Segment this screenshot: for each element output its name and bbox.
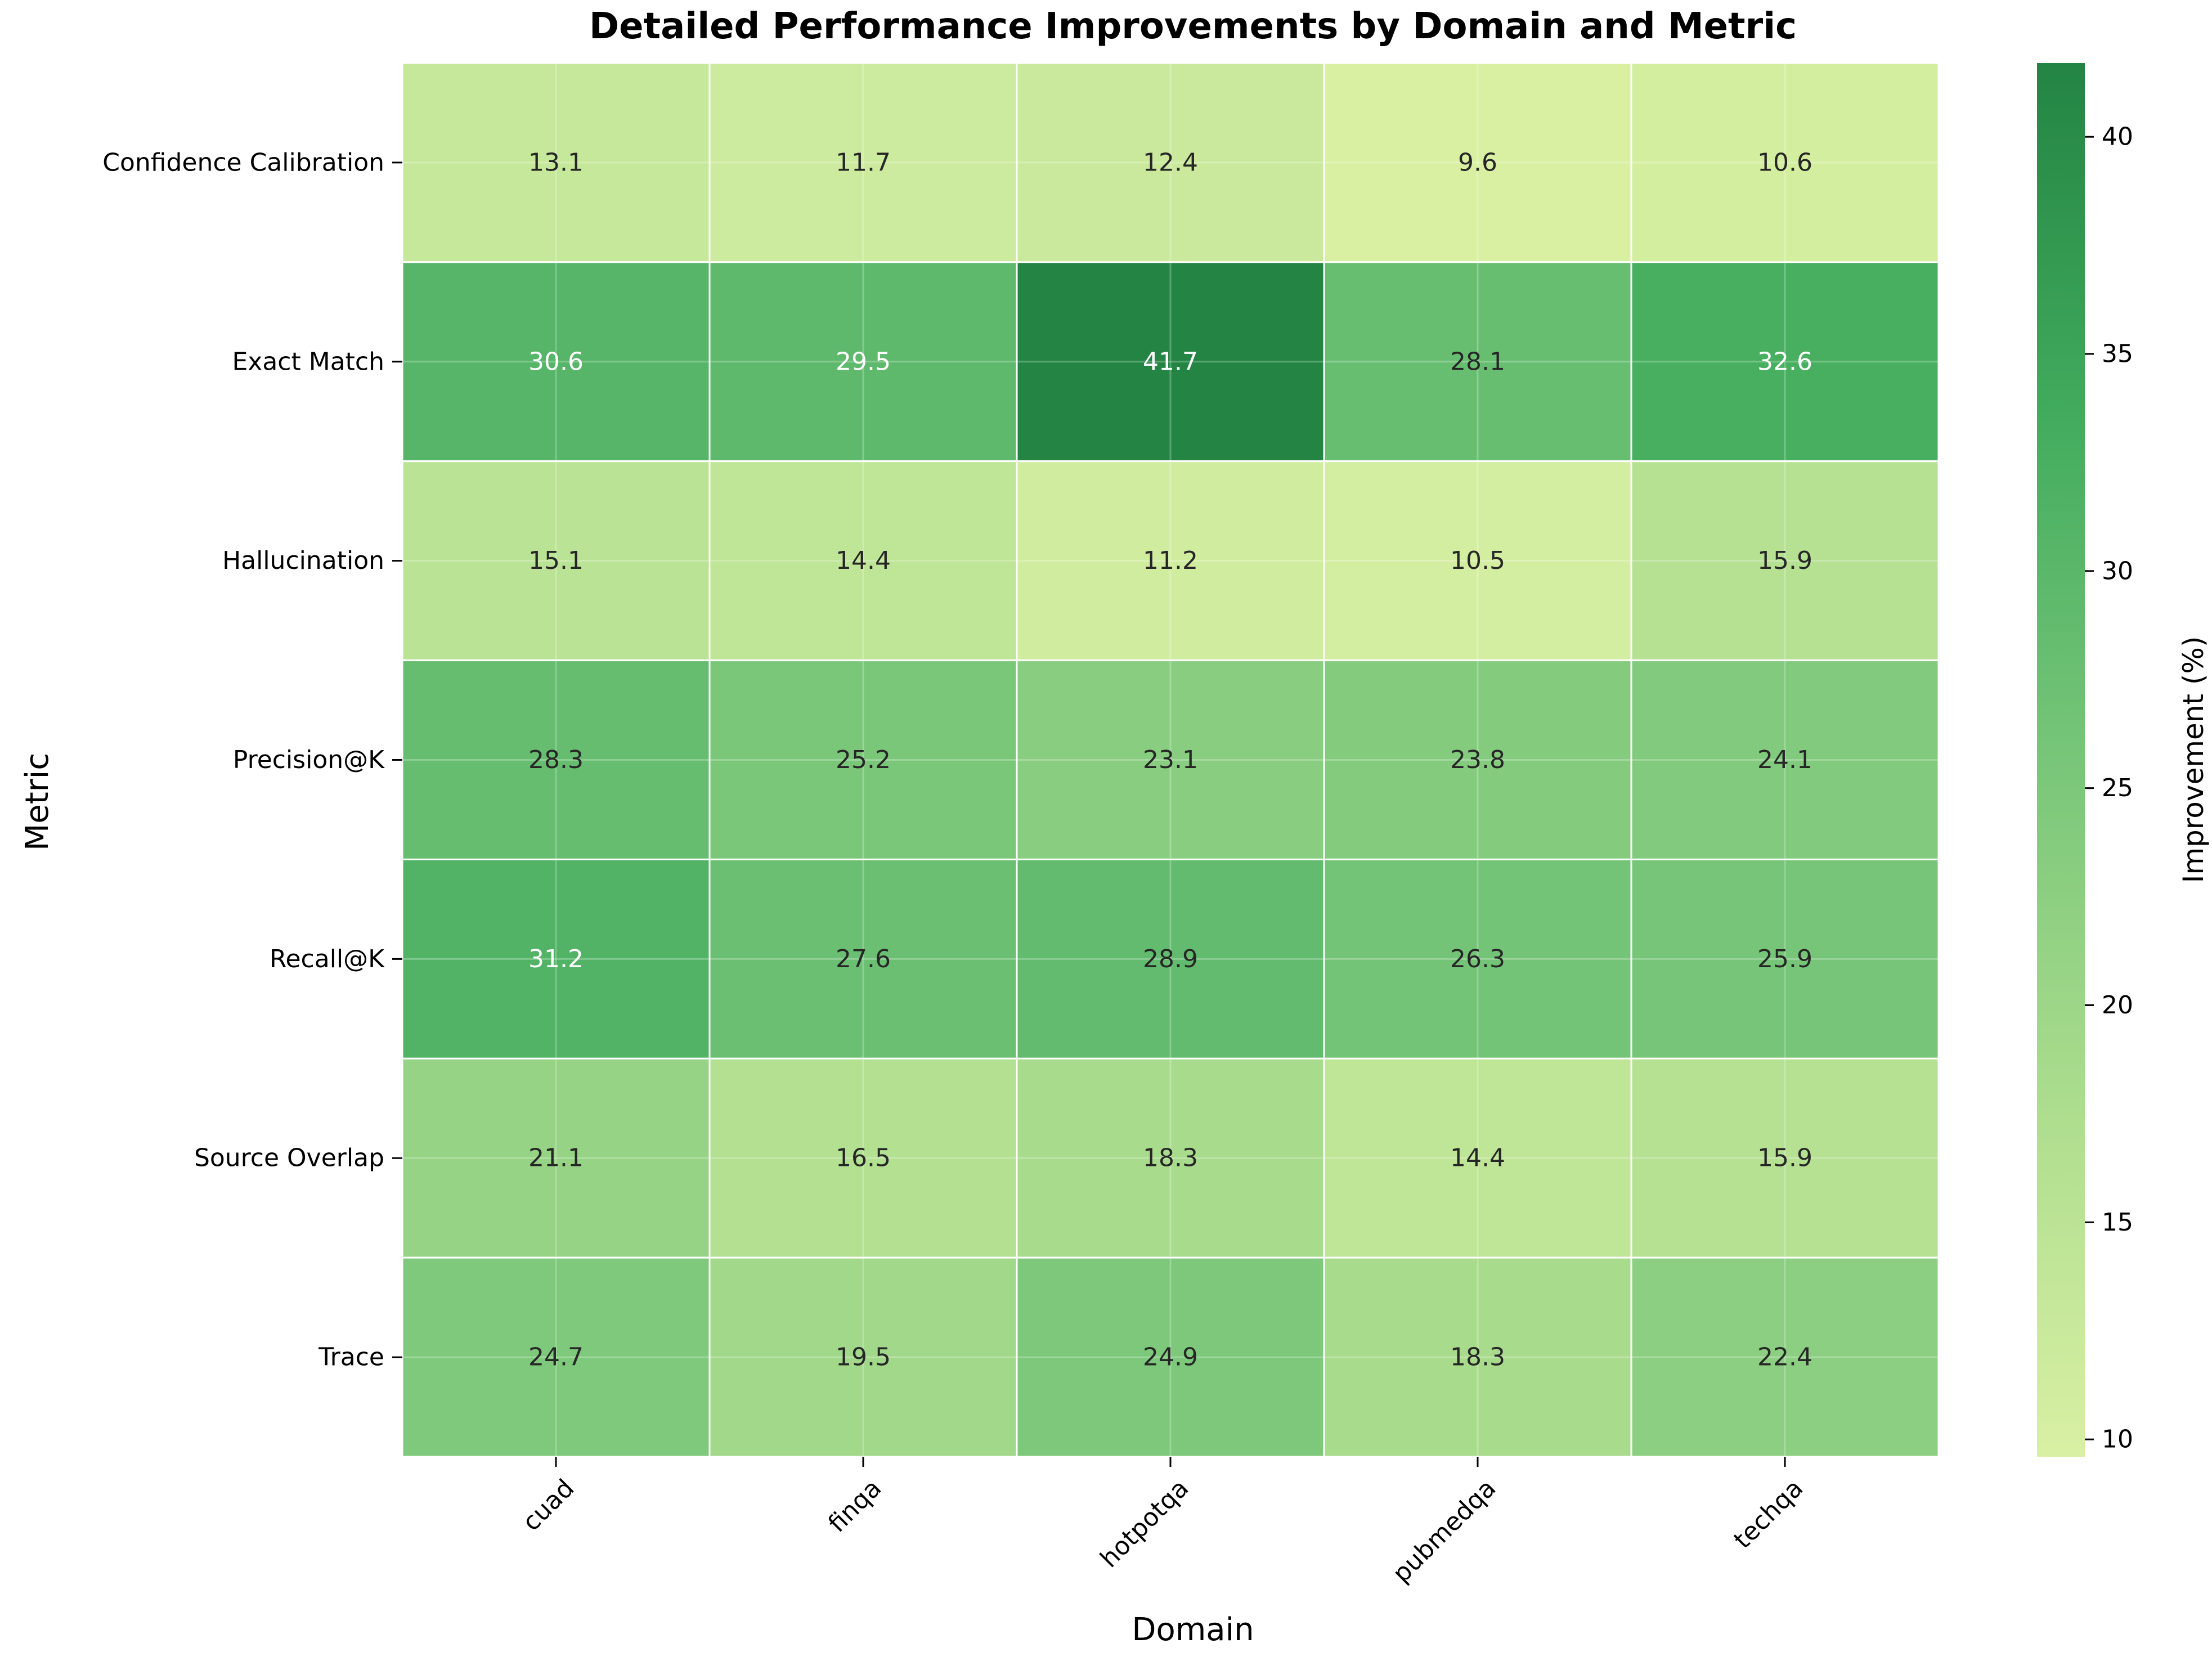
cell-value-label: 24.9 bbox=[1143, 1343, 1198, 1372]
cell-value-label: 9.6 bbox=[1458, 148, 1497, 177]
colorbar-tick-label: 25 bbox=[2102, 774, 2133, 802]
colorbar-ticks: 10 15 20 25 30 35 40 bbox=[2085, 123, 2133, 1454]
heatmap-cell bbox=[1630, 62, 1940, 263]
cell-value-label: 19.5 bbox=[836, 1343, 891, 1372]
x-axis-label: Domain bbox=[1132, 1611, 1254, 1648]
cell-value-label: 26.3 bbox=[1450, 945, 1505, 973]
heatmap-cell bbox=[1016, 460, 1325, 662]
cell-value-label: 25.9 bbox=[1757, 945, 1812, 973]
heatmap-cell bbox=[401, 858, 711, 1060]
cell-value-label: 32.6 bbox=[1757, 347, 1812, 376]
cell-value-label: 28.3 bbox=[528, 746, 584, 774]
x-tick-label: finqa bbox=[823, 1474, 887, 1538]
cell-value-label: 15.9 bbox=[1757, 1144, 1812, 1173]
cell-value-label: 27.6 bbox=[836, 945, 891, 973]
heatmap-cell bbox=[708, 659, 1018, 860]
x-tick-label: hotpotqa bbox=[1095, 1474, 1195, 1573]
cell-value-label: 18.3 bbox=[1143, 1144, 1198, 1173]
y-tick-label: Recall@K bbox=[270, 945, 385, 973]
y-tick-label: Source Overlap bbox=[194, 1144, 384, 1173]
cell-value-label: 28.9 bbox=[1143, 945, 1198, 973]
y-tick-label: Trace bbox=[318, 1343, 384, 1372]
cell-value-label: 18.3 bbox=[1450, 1343, 1505, 1372]
cell-value-label: 16.5 bbox=[836, 1144, 891, 1173]
x-tick-label: pubmedqa bbox=[1387, 1474, 1501, 1588]
cell-value-label: 12.4 bbox=[1143, 148, 1198, 177]
x-tick-label: techqa bbox=[1728, 1474, 1809, 1554]
heatmap-cell bbox=[1630, 659, 1940, 860]
cell-value-label: 21.1 bbox=[528, 1144, 584, 1173]
heatmap-cell bbox=[708, 858, 1018, 1060]
cell-value-label: 10.6 bbox=[1757, 148, 1812, 177]
heatmap-cell bbox=[1323, 659, 1632, 860]
heatmap-cell bbox=[708, 1057, 1018, 1259]
colorbar-tick-label: 30 bbox=[2102, 556, 2133, 585]
colorbar-tick-label: 15 bbox=[2102, 1208, 2133, 1237]
heatmap-cell bbox=[1630, 1256, 1940, 1458]
heatmap-value-labels: 13.1 11.7 12.4 9.6 10.6 30.6 29.5 41.7 28.1 32.6 1… bbox=[528, 148, 1812, 1371]
cell-value-label: 41.7 bbox=[1143, 347, 1198, 376]
heatmap-cell bbox=[401, 1256, 711, 1458]
heatmap-cell bbox=[1016, 261, 1325, 463]
heatmap-cell bbox=[401, 261, 711, 463]
colorbar-label: Improvement (%) bbox=[2177, 636, 2210, 883]
cell-value-label: 15.1 bbox=[528, 546, 584, 575]
heatmap-cell bbox=[1016, 1057, 1325, 1259]
cell-value-label: 24.1 bbox=[1757, 746, 1812, 774]
cell-value-label: 10.5 bbox=[1450, 546, 1505, 575]
heatmap-cell bbox=[1630, 460, 1940, 662]
colorbar-tick-label: 10 bbox=[2102, 1425, 2133, 1454]
cell-value-label: 23.1 bbox=[1143, 746, 1198, 774]
colorbar-tick-label: 35 bbox=[2102, 340, 2133, 369]
x-axis-ticks: cuad finqa hotpotqa pubmedqa techqa bbox=[517, 1457, 1809, 1588]
colorbar bbox=[2037, 63, 2085, 1457]
cell-value-label: 28.1 bbox=[1450, 347, 1505, 376]
cell-value-label: 22.4 bbox=[1757, 1343, 1812, 1372]
heatmap-cell bbox=[1323, 1057, 1632, 1259]
y-tick-label: Exact Match bbox=[232, 347, 385, 376]
heatmap-cells bbox=[401, 62, 1940, 1458]
chart-title: Detailed Performance Improvements by Dom… bbox=[589, 6, 1797, 47]
cell-value-label: 13.1 bbox=[528, 148, 584, 177]
cell-value-label: 24.7 bbox=[528, 1343, 584, 1372]
colorbar-tick-label: 20 bbox=[2102, 991, 2133, 1020]
heatmap-cell bbox=[708, 62, 1018, 263]
cell-value-label: 29.5 bbox=[836, 347, 891, 376]
cell-value-label: 23.8 bbox=[1450, 746, 1505, 774]
heatmap-cell bbox=[1323, 62, 1632, 263]
cell-value-label: 11.7 bbox=[836, 148, 891, 177]
heatmap-cell bbox=[1016, 659, 1325, 860]
cell-value-label: 14.4 bbox=[836, 546, 891, 575]
heatmap-cell bbox=[1323, 460, 1632, 662]
heatmap-cell bbox=[1323, 1256, 1632, 1458]
cell-value-label: 25.2 bbox=[836, 746, 891, 774]
x-tick-label: cuad bbox=[517, 1474, 580, 1537]
heatmap-cell bbox=[1630, 261, 1940, 463]
heatmap-cell bbox=[1630, 858, 1940, 1060]
colorbar-tick-label: 40 bbox=[2102, 123, 2133, 151]
cell-value-label: 15.9 bbox=[1757, 546, 1812, 575]
heatmap-cell bbox=[708, 460, 1018, 662]
cell-value-label: 31.2 bbox=[528, 945, 584, 973]
y-axis-label: Metric bbox=[19, 753, 56, 851]
y-tick-label: Precision@K bbox=[233, 746, 385, 774]
cell-value-label: 14.4 bbox=[1450, 1144, 1505, 1173]
y-tick-label: Confidence Calibration bbox=[102, 148, 384, 177]
heatmap-cell bbox=[1016, 62, 1325, 263]
cell-value-label: 30.6 bbox=[528, 347, 584, 376]
y-tick-label: Hallucination bbox=[222, 546, 384, 575]
heatmap-cell bbox=[1016, 858, 1325, 1060]
cell-value-label: 11.2 bbox=[1143, 546, 1198, 575]
y-axis-ticks: Confidence Calibration Exact Match Halluci… bbox=[102, 148, 402, 1372]
heatmap-cell bbox=[1630, 1057, 1940, 1259]
heatmap-cell bbox=[401, 62, 711, 263]
